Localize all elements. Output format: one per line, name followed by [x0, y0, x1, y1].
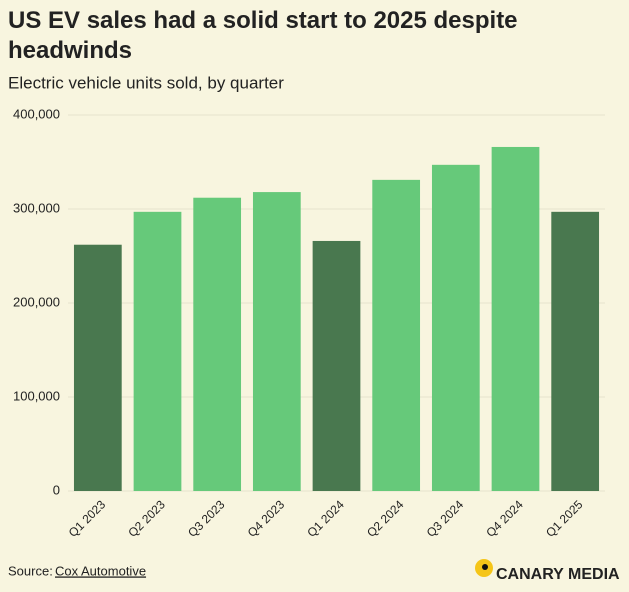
bar: [491, 146, 540, 491]
bar: [551, 211, 600, 491]
chart-subtitle: Electric vehicle units sold, by quarter: [8, 73, 284, 92]
bar: [193, 197, 242, 491]
brand: CANARY MEDIA: [496, 566, 620, 583]
logo-eye: [482, 564, 488, 570]
chart-title: US EV sales had a solid start to 2025 de…: [8, 7, 518, 64]
bar: [431, 164, 480, 491]
y-tick-label: 400,000: [13, 106, 60, 121]
y-tick-label: 0: [53, 482, 60, 497]
y-tick-label: 200,000: [13, 294, 60, 309]
y-tick-label: 100,000: [13, 388, 60, 403]
y-tick-label: 300,000: [13, 200, 60, 215]
source-link[interactable]: Cox Automotive: [55, 563, 146, 578]
bar: [252, 192, 301, 491]
source-label: Source:: [8, 563, 53, 578]
bar: [312, 240, 361, 491]
bar: [133, 211, 182, 491]
bar: [73, 244, 122, 491]
bar: [372, 179, 421, 492]
